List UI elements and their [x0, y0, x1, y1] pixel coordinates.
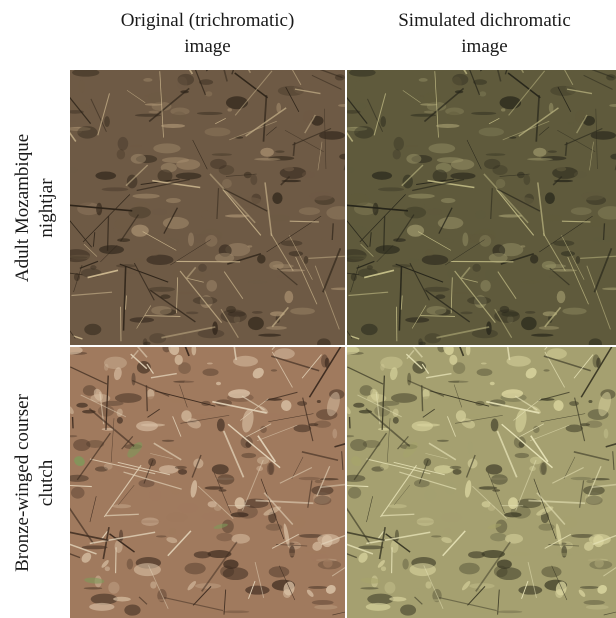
row-label-line: Bronze-winged courser — [12, 393, 34, 572]
column-header-line: image — [461, 36, 508, 57]
ground-texture — [347, 347, 616, 618]
photo-clutch-original — [70, 347, 345, 618]
column-header-line: image — [184, 36, 231, 57]
row-label-nightjar: Adult Mozambique nightjar — [0, 70, 70, 345]
ground-texture — [70, 347, 345, 618]
ground-texture — [347, 70, 616, 345]
photo-clutch-simulated — [347, 347, 616, 618]
photo-nightjar-simulated — [347, 70, 616, 345]
column-header-original: Original (trichromatic) image — [70, 8, 345, 60]
row-label-line: nightjar — [36, 177, 57, 238]
column-header-line: Original (trichromatic) — [120, 10, 295, 31]
ground-texture — [70, 70, 345, 345]
row-label-courser-clutch: Bronze-winged courser clutch — [0, 347, 70, 618]
column-header-simulated: Simulated dichromatic image — [347, 8, 616, 60]
row-label-line: Adult Mozambique — [12, 133, 33, 282]
column-header-line: Simulated dichromatic — [398, 10, 571, 31]
row-label-line: clutch — [36, 459, 58, 506]
photo-nightjar-original — [70, 70, 345, 345]
